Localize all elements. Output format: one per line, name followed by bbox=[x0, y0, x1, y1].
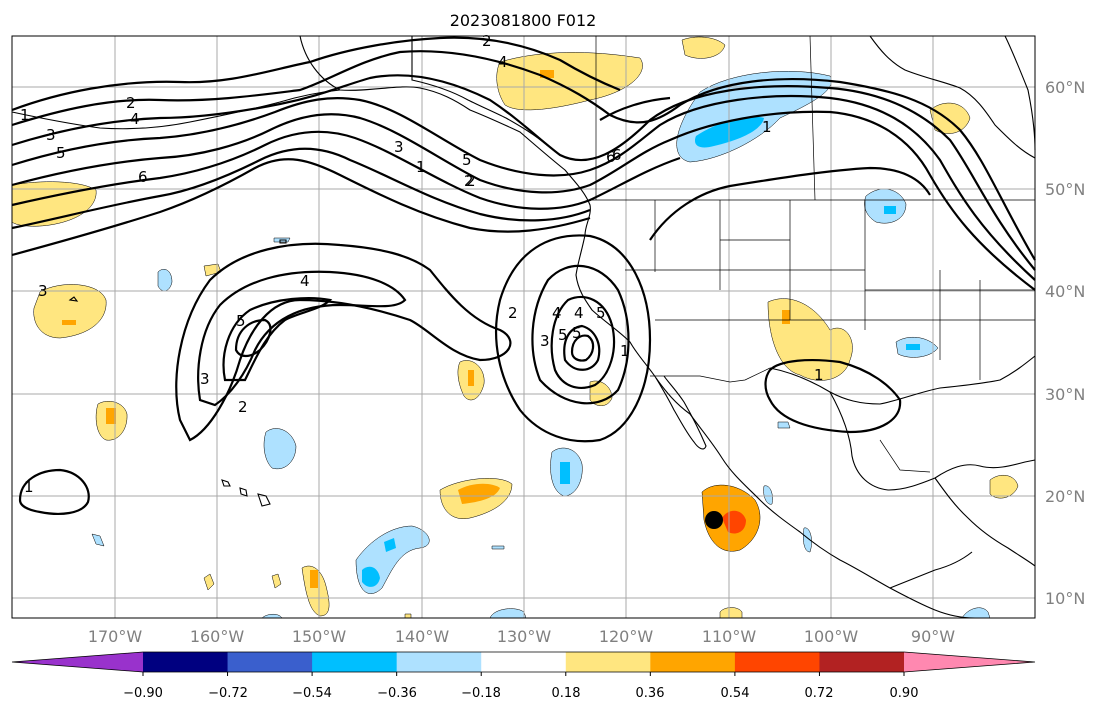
contour-label: 2 bbox=[482, 32, 492, 50]
colorbar-tick-label: −0.72 bbox=[208, 686, 248, 701]
colorbar-extend-low bbox=[12, 652, 143, 672]
lon-label: 150°W bbox=[292, 627, 347, 646]
contour-label: 6 bbox=[612, 146, 622, 164]
contour-label: 4 bbox=[130, 110, 140, 128]
lon-label: 170°W bbox=[88, 627, 143, 646]
map-panel: 2 4 1 2 3 5 6 3 5 1 2 6 1 5 4 5 3 2 3 4 … bbox=[11, 32, 1036, 619]
coastlines bbox=[11, 35, 1036, 619]
colorbar-segment bbox=[481, 652, 567, 672]
lat-label: 10°N bbox=[1045, 589, 1085, 608]
lat-label: 20°N bbox=[1045, 487, 1085, 506]
contour-label: 4 bbox=[498, 53, 508, 71]
lon-label: 160°W bbox=[190, 627, 245, 646]
lon-label: 110°W bbox=[702, 627, 757, 646]
contour-label: 4 bbox=[300, 272, 310, 290]
colorbar-tick-label: −0.90 bbox=[123, 686, 163, 701]
contour-label: 2 bbox=[126, 94, 136, 112]
colorbar-tick-label: −0.18 bbox=[461, 686, 501, 701]
colorbar-segments bbox=[11, 651, 1036, 673]
lat-label: 40°N bbox=[1045, 282, 1085, 301]
colorbar-tick-label: 0.90 bbox=[890, 686, 919, 701]
lon-label: 100°W bbox=[804, 627, 859, 646]
contour-label: 4 bbox=[552, 304, 562, 322]
lon-label: 90°W bbox=[911, 627, 955, 646]
colorbar-tick-label: 0.54 bbox=[721, 686, 750, 701]
colorbar-segment bbox=[143, 652, 229, 672]
colorbar-segment bbox=[312, 652, 398, 672]
colorbar-tick-label: −0.36 bbox=[377, 686, 417, 701]
colorbar-segment bbox=[565, 652, 651, 672]
lat-label: 30°N bbox=[1045, 385, 1085, 404]
colorbar-tick-label: −0.54 bbox=[292, 686, 332, 701]
contour-label: 5 bbox=[56, 144, 66, 162]
contour-label: 1 bbox=[762, 118, 772, 136]
contour-label: 5 bbox=[572, 324, 582, 342]
contour-label: 1 bbox=[20, 106, 30, 124]
lon-label: 120°W bbox=[599, 627, 654, 646]
colorbar-segment bbox=[396, 652, 482, 672]
colorbar-segment bbox=[819, 652, 905, 672]
colorbar-tick-label: 0.72 bbox=[805, 686, 834, 701]
lon-label: 130°W bbox=[497, 627, 552, 646]
contour-label: 1 bbox=[24, 478, 34, 496]
colorbar-segment bbox=[227, 652, 313, 672]
latitude-labels: 60°N 50°N 40°N 30°N 20°N 10°N bbox=[1045, 78, 1085, 608]
contour-label: 5 bbox=[462, 151, 472, 169]
colorbar-extend-high bbox=[904, 652, 1035, 672]
contour-label: 5 bbox=[236, 312, 246, 330]
contour-label: 6 bbox=[606, 148, 616, 166]
contour-label: 6 bbox=[138, 168, 148, 186]
map-frame bbox=[11, 35, 1036, 619]
contour-label: 3 bbox=[540, 332, 550, 350]
contours bbox=[11, 36, 1036, 515]
map-title: 2023081800 F012 bbox=[450, 11, 597, 30]
colorbar: −0.90 −0.72 −0.54 −0.36 −0.18 0.18 0.36 … bbox=[11, 651, 1036, 701]
colorbar-tick-label: 0.36 bbox=[636, 686, 665, 701]
storm-center-marker bbox=[705, 511, 723, 529]
contour-label: 2 bbox=[238, 398, 248, 416]
graticule bbox=[12, 36, 1035, 618]
contour-label: 2 bbox=[508, 304, 518, 322]
colorbar-segment bbox=[650, 652, 736, 672]
lon-label: 140°W bbox=[395, 627, 450, 646]
contour-label: 3 bbox=[200, 370, 210, 388]
contour-labels: 2 4 1 2 3 5 6 3 5 1 2 6 1 5 4 5 3 2 3 4 … bbox=[20, 32, 824, 496]
contour-label: 1 bbox=[416, 158, 426, 176]
contour-label: 3 bbox=[394, 138, 404, 156]
colorbar-segment bbox=[734, 652, 820, 672]
longitude-labels: 170°W 160°W 150°W 140°W 130°W 120°W 110°… bbox=[88, 627, 955, 646]
contour-label: 2 bbox=[466, 172, 476, 190]
contour-label: 4 bbox=[574, 304, 584, 322]
contour-label: 5 bbox=[558, 326, 568, 344]
contour-label: 3 bbox=[38, 282, 48, 300]
contour-label: 3 bbox=[46, 126, 56, 144]
contour-label: 1 bbox=[814, 366, 824, 384]
lat-label: 50°N bbox=[1045, 180, 1085, 199]
contour-label: 1 bbox=[620, 342, 630, 360]
colorbar-ticks bbox=[142, 672, 905, 676]
colorbar-tick-label: 0.18 bbox=[552, 686, 581, 701]
contour-label: 5 bbox=[596, 304, 606, 322]
lat-label: 60°N bbox=[1045, 78, 1085, 97]
contour-label: 2 bbox=[464, 172, 474, 190]
political-borders bbox=[411, 35, 1035, 473]
